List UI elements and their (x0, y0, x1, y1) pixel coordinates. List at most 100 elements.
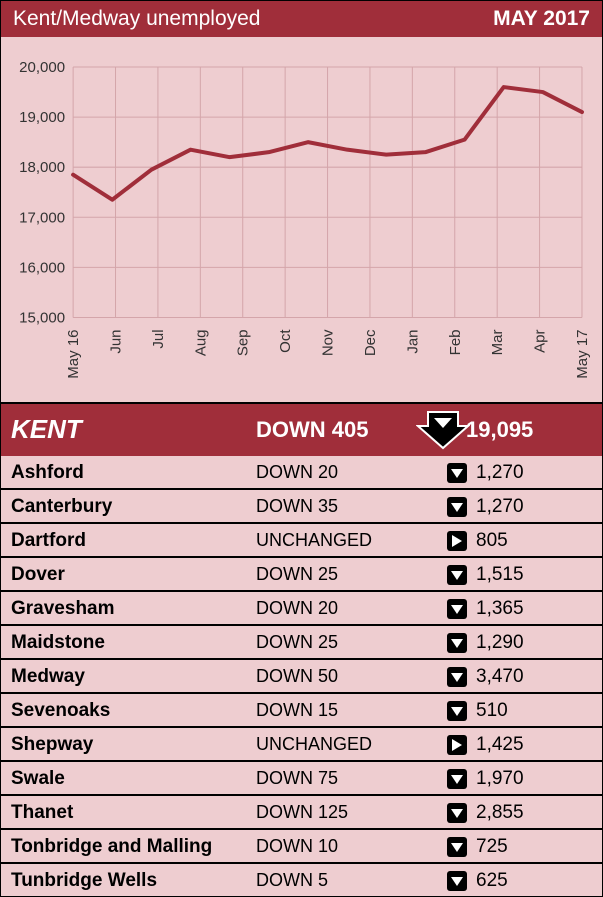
table-row: DoverDOWN 25 1,515 (1, 558, 602, 592)
district-name: Medway (11, 666, 256, 688)
direction-icon-wrap (446, 870, 476, 892)
district-change: DOWN 50 (256, 666, 446, 687)
summary-change: DOWN 405 (256, 417, 416, 443)
svg-text:May 16: May 16 (65, 329, 82, 378)
district-name: Swale (11, 768, 256, 790)
svg-text:20,000: 20,000 (19, 59, 65, 76)
district-value: 1,425 (476, 734, 524, 756)
table-row: MaidstoneDOWN 25 1,290 (1, 626, 602, 660)
district-value: 1,970 (476, 768, 524, 790)
district-name: Gravesham (11, 598, 256, 620)
down-arrow-icon (416, 410, 470, 450)
svg-text:15,000: 15,000 (19, 309, 65, 326)
summary-arrow-wrap: 19,095 (416, 410, 533, 450)
svg-text:Mar: Mar (489, 329, 506, 355)
district-value: 805 (476, 530, 508, 552)
down-icon (446, 802, 468, 824)
district-value: 1,270 (476, 496, 524, 518)
district-change: UNCHANGED (256, 734, 446, 755)
district-value: 510 (476, 700, 508, 722)
direction-icon-wrap (446, 802, 476, 824)
district-name: Shepway (11, 734, 256, 756)
district-value: 1,270 (476, 462, 524, 484)
district-value: 625 (476, 870, 508, 892)
svg-text:Nov: Nov (320, 329, 337, 356)
svg-text:Apr: Apr (532, 329, 549, 352)
table-row: ShepwayUNCHANGED 1,425 (1, 728, 602, 762)
table-row: Tonbridge and MallingDOWN 10 725 (1, 830, 602, 864)
svg-text:May 17: May 17 (574, 329, 591, 378)
district-name: Tonbridge and Malling (11, 836, 256, 858)
table-row: SevenoaksDOWN 15 510 (1, 694, 602, 728)
direction-icon-wrap (446, 768, 476, 790)
chart-area: 15,000 16,000 17,000 18,000 19,000 20,000 May … (1, 37, 602, 402)
down-icon (446, 632, 468, 654)
district-name: Dartford (11, 530, 256, 552)
svg-text:Feb: Feb (447, 329, 464, 355)
direction-icon-wrap (446, 598, 476, 620)
summary-bar: KENT DOWN 405 19,095 (1, 402, 602, 456)
svg-text:Jun: Jun (108, 329, 125, 353)
district-change: DOWN 15 (256, 700, 446, 721)
district-value: 725 (476, 836, 508, 858)
svg-text:Sep: Sep (235, 329, 252, 356)
district-name: Tunbridge Wells (11, 870, 256, 892)
district-change: DOWN 125 (256, 802, 446, 823)
svg-text:16,000: 16,000 (19, 259, 65, 276)
down-icon (446, 666, 468, 688)
direction-icon-wrap (446, 496, 476, 518)
table-row: CanterburyDOWN 35 1,270 (1, 490, 602, 524)
district-change: DOWN 25 (256, 632, 446, 653)
svg-text:Jan: Jan (404, 329, 421, 353)
direction-icon-wrap (446, 734, 476, 756)
line-chart: 15,000 16,000 17,000 18,000 19,000 20,000 May … (11, 57, 592, 398)
district-name: Dover (11, 564, 256, 586)
down-icon (446, 768, 468, 790)
table-row: ThanetDOWN 125 2,855 (1, 796, 602, 830)
down-icon (446, 462, 468, 484)
direction-icon-wrap (446, 530, 476, 552)
table-row: SwaleDOWN 75 1,970 (1, 762, 602, 796)
table-row: AshfordDOWN 20 1,270 (1, 456, 602, 490)
direction-icon-wrap (446, 462, 476, 484)
direction-icon-wrap (446, 666, 476, 688)
district-change: DOWN 35 (256, 496, 446, 517)
flat-icon (446, 734, 468, 756)
direction-icon-wrap (446, 632, 476, 654)
down-icon (446, 700, 468, 722)
svg-text:19,000: 19,000 (19, 109, 65, 126)
header-bar: Kent/Medway unemployed MAY 2017 (1, 1, 602, 37)
district-value: 2,855 (476, 802, 524, 824)
table-row: DartfordUNCHANGED 805 (1, 524, 602, 558)
direction-icon-wrap (446, 836, 476, 858)
svg-text:17,000: 17,000 (19, 209, 65, 226)
district-table: AshfordDOWN 20 1,270CanterburyDOWN 35 1,… (1, 456, 602, 896)
chart-date: MAY 2017 (493, 7, 590, 31)
district-value: 3,470 (476, 666, 524, 688)
district-change: DOWN 20 (256, 462, 446, 483)
district-name: Canterbury (11, 496, 256, 518)
district-name: Sevenoaks (11, 700, 256, 722)
table-row: MedwayDOWN 50 3,470 (1, 660, 602, 694)
svg-text:Jul: Jul (150, 329, 167, 348)
district-value: 1,365 (476, 598, 524, 620)
flat-icon (446, 530, 468, 552)
infographic: Kent/Medway unemployed MAY 2017 15,000 16… (0, 0, 603, 897)
svg-text:Dec: Dec (362, 329, 379, 356)
district-change: DOWN 75 (256, 768, 446, 789)
district-change: UNCHANGED (256, 530, 446, 551)
svg-text:Oct: Oct (277, 329, 294, 353)
summary-label: KENT (11, 414, 256, 445)
down-icon (446, 836, 468, 858)
table-row: Tunbridge WellsDOWN 5 625 (1, 864, 602, 896)
district-value: 1,290 (476, 632, 524, 654)
district-name: Maidstone (11, 632, 256, 654)
down-icon (446, 496, 468, 518)
district-change: DOWN 10 (256, 836, 446, 857)
down-icon (446, 564, 468, 586)
district-change: DOWN 5 (256, 870, 446, 891)
svg-text:18,000: 18,000 (19, 159, 65, 176)
summary-value: 19,095 (466, 417, 533, 443)
district-name: Thanet (11, 802, 256, 824)
down-icon (446, 870, 468, 892)
